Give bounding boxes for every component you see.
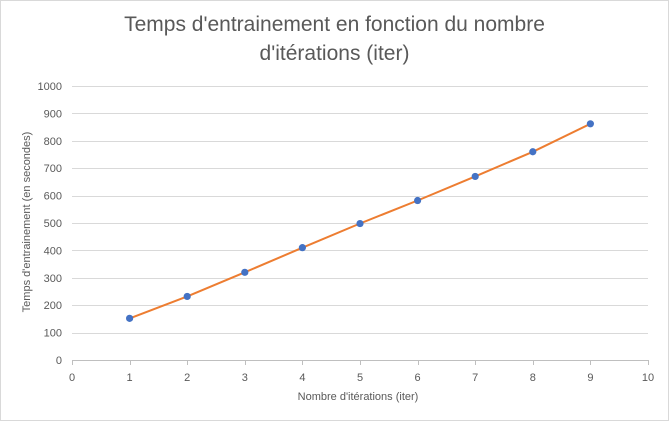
x-tick-label: 2 [184, 372, 190, 384]
chart-title-line-1: Temps d'entrainement en fonction du nomb… [124, 13, 545, 36]
y-tick-label: 400 [44, 245, 62, 257]
data-point [298, 244, 306, 252]
y-tick-label: 100 [44, 328, 62, 340]
y-tick-label: 1000 [38, 81, 62, 93]
x-tick-label: 1 [127, 372, 133, 384]
gridlines [72, 86, 648, 334]
data-point [471, 172, 479, 181]
x-tick-label: 10 [642, 372, 654, 384]
x-axis-title: Nombre d'itérations (iter) [298, 391, 419, 403]
y-tick-label: 300 [44, 273, 62, 285]
x-tick-label: 5 [357, 372, 363, 384]
x-tick-label: 8 [530, 372, 536, 384]
data-point [126, 314, 134, 322]
y-tick-label: 0 [56, 355, 62, 367]
tick-labels: 0 100 200 300 400 500 600 700 800 900 1000 0 1 2 3 4 5 6 7… [38, 81, 655, 384]
y-tick-label: 200 [44, 300, 62, 312]
x-tick-label: 6 [415, 372, 421, 384]
x-tick-label: 9 [587, 372, 593, 384]
data-point [241, 268, 249, 276]
data-point [183, 292, 191, 301]
y-tick-label: 500 [44, 218, 62, 230]
x-tick-label: 3 [242, 372, 248, 384]
x-tick-label: 0 [69, 372, 75, 384]
x-tick-label: 7 [472, 372, 478, 384]
y-tick-label: 800 [44, 136, 62, 148]
y-tick-label: 700 [44, 163, 62, 175]
y-tick-label: 600 [44, 191, 62, 203]
axes [72, 360, 649, 365]
y-tick-label: 900 [44, 108, 62, 120]
chart-title-line-2: d'itérations (iter) [259, 42, 410, 65]
data-point [414, 196, 422, 205]
series-layer [126, 120, 595, 322]
data-point [529, 148, 537, 156]
y-axis-title: Temps d'entrainement (en secondes) [21, 132, 33, 313]
data-point [586, 120, 595, 128]
data-point [356, 219, 364, 228]
x-tick-label: 4 [299, 372, 305, 384]
